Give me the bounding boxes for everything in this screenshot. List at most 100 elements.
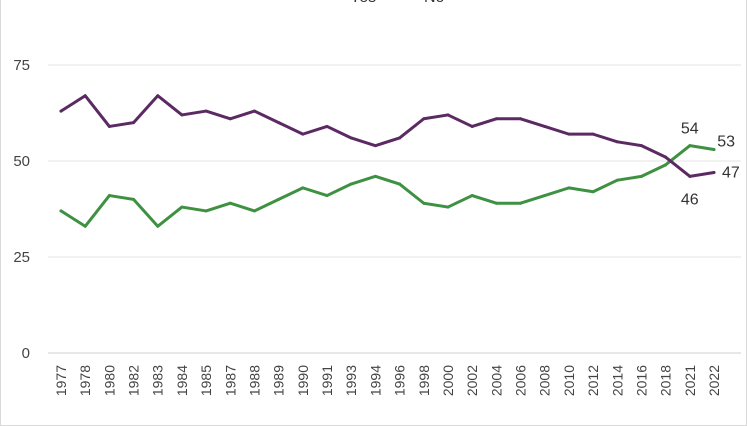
data-point-yes (494, 201, 498, 205)
x-tick-label: 2021 (682, 365, 698, 396)
x-tick-label: 1990 (295, 365, 311, 396)
data-label: 47 (722, 165, 740, 182)
data-label: 46 (681, 191, 699, 208)
x-tick-label: 1998 (416, 365, 432, 396)
data-point-no (494, 117, 498, 121)
data-point-no (543, 124, 547, 128)
y-tick-label: 75 (13, 57, 30, 74)
data-point-no (373, 144, 377, 148)
y-tick-label: 25 (13, 249, 30, 266)
data-label: 53 (717, 133, 735, 150)
data-point-no (156, 94, 160, 98)
legend: Yes No (350, 0, 445, 6)
x-tick-label: 1996 (392, 365, 408, 396)
x-tick-label: 1993 (343, 365, 359, 396)
data-point-no (591, 132, 595, 136)
data-point-yes (615, 178, 619, 182)
data-point-yes (325, 194, 329, 198)
data-point-no (664, 155, 668, 159)
data-point-yes (398, 182, 402, 186)
data-point-yes (373, 174, 377, 178)
data-point-yes (180, 205, 184, 209)
x-tick-label: 1984 (174, 365, 190, 396)
data-point-no (252, 109, 256, 113)
data-point-no (712, 171, 716, 175)
data-point-no (446, 113, 450, 117)
y-tick-label: 50 (13, 153, 30, 170)
gridlines (48, 64, 741, 354)
data-point-yes (204, 209, 208, 213)
data-point-no (132, 121, 136, 125)
data-point-no (59, 109, 63, 113)
x-tick-label: 2014 (609, 365, 625, 396)
data-point-yes (277, 197, 281, 201)
legend-label: No (424, 0, 445, 6)
series-line-yes (59, 144, 716, 228)
data-point-no (519, 117, 523, 121)
data-point-yes (422, 201, 426, 205)
data-point-no (180, 113, 184, 117)
data-point-no (422, 117, 426, 121)
x-tick-label: 1991 (319, 365, 335, 396)
data-point-no (107, 124, 111, 128)
data-point-no (615, 140, 619, 144)
data-point-yes (567, 186, 571, 190)
x-tick-label: 1980 (101, 365, 117, 396)
x-tick-label: 1985 (198, 365, 214, 396)
x-axis-ticks: 1977 1978 1980 1982 1983 1984 1985 1987 1988 1989… (53, 365, 722, 396)
data-point-no (470, 124, 474, 128)
data-point-yes (664, 163, 668, 167)
x-tick-label: 2022 (706, 365, 722, 396)
x-tick-label: 1982 (126, 365, 142, 396)
data-point-yes (446, 205, 450, 209)
x-tick-label: 1983 (150, 365, 166, 396)
x-tick-label: 2010 (561, 365, 577, 396)
data-point-yes (107, 194, 111, 198)
data-point-no (639, 144, 643, 148)
data-point-no (325, 124, 329, 128)
data-point-no (688, 174, 692, 178)
data-point-no (83, 94, 87, 98)
x-tick-label: 1989 (271, 365, 287, 396)
data-point-yes (301, 186, 305, 190)
x-tick-label: 2008 (537, 365, 553, 396)
data-point-yes (59, 209, 63, 213)
data-point-yes (519, 201, 523, 205)
series-line-no (59, 94, 716, 178)
data-point-no (277, 121, 281, 125)
x-tick-label: 1978 (77, 365, 93, 396)
data-point-yes (132, 197, 136, 201)
data-point-yes (228, 201, 232, 205)
x-tick-label: 2006 (513, 365, 529, 396)
data-labels: 54 53 46 47 (681, 121, 740, 209)
x-tick-label: 2002 (464, 365, 480, 396)
data-point-yes (252, 209, 256, 213)
data-point-yes (156, 224, 160, 228)
x-tick-label: 2018 (658, 365, 674, 396)
data-point-yes (83, 224, 87, 228)
data-point-yes (712, 147, 716, 151)
data-point-yes (349, 182, 353, 186)
data-point-yes (543, 194, 547, 198)
data-point-yes (591, 190, 595, 194)
y-tick-label: 0 (22, 345, 30, 362)
x-tick-label: 1988 (246, 365, 262, 396)
series-lines (59, 94, 716, 228)
y-axis-ticks: 0 25 50 75 (13, 57, 30, 362)
x-tick-label: 2012 (585, 365, 601, 396)
x-tick-label: 2004 (488, 365, 504, 396)
x-tick-label: 2016 (633, 365, 649, 396)
data-point-no (398, 136, 402, 140)
x-tick-label: 1994 (367, 365, 383, 396)
x-tick-label: 1987 (222, 365, 238, 396)
data-point-no (567, 132, 571, 136)
data-point-no (301, 132, 305, 136)
data-point-no (204, 109, 208, 113)
data-point-yes (639, 174, 643, 178)
data-point-yes (470, 194, 474, 198)
data-label: 54 (681, 121, 699, 138)
legend-label: Yes (350, 0, 376, 6)
data-point-no (228, 117, 232, 121)
